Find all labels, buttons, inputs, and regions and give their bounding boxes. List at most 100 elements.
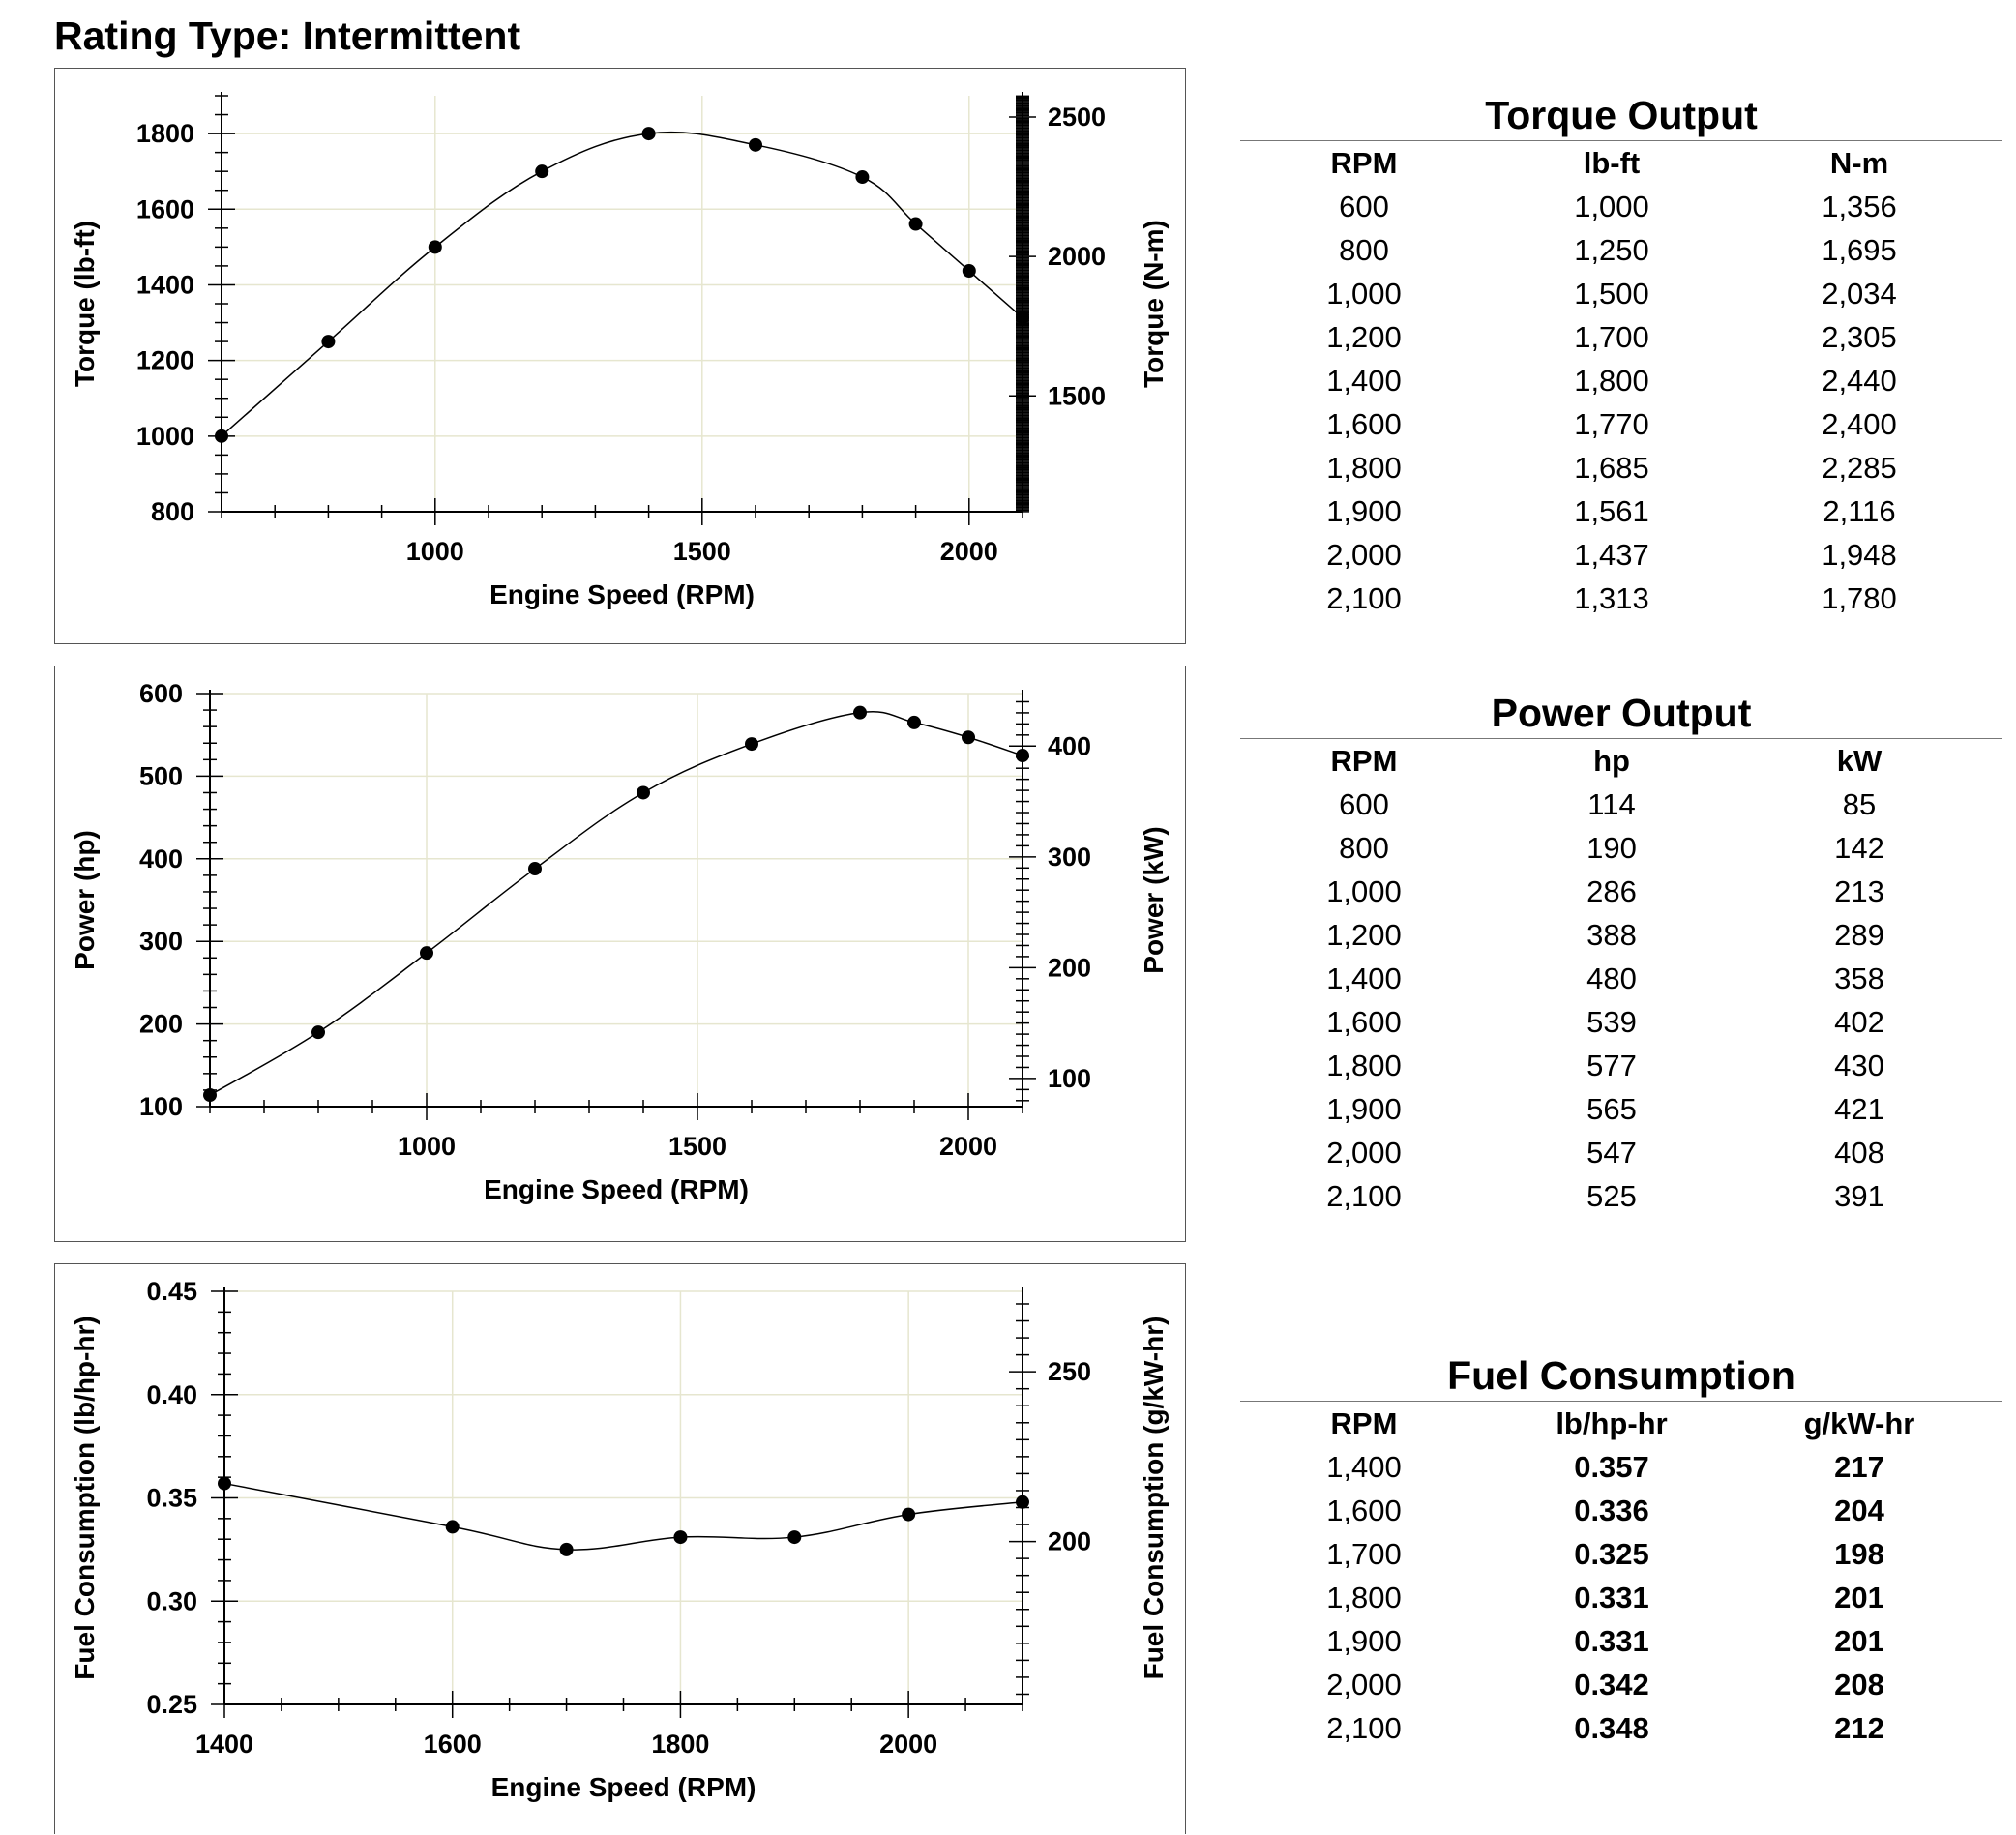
table-cell: 358 — [1834, 961, 1884, 995]
page-title: Rating Type: Intermittent — [54, 14, 521, 58]
table-cell: 212 — [1834, 1710, 1884, 1745]
table-header-cell: N-m — [1829, 145, 1889, 180]
y-axis-title: Fuel Consumption (lb/hp-hr) — [70, 1316, 100, 1679]
table-cell: 2,000 — [1326, 1667, 1402, 1702]
table-cell: 1,900 — [1326, 1091, 1402, 1126]
table-cell: 1,800 — [1326, 450, 1402, 485]
y-tick-label: 500 — [139, 761, 183, 790]
data-point — [855, 170, 870, 185]
y-tick-label: 1400 — [136, 270, 194, 299]
x-tick-label: 1000 — [406, 537, 464, 566]
table-cell: 1,800 — [1574, 363, 1649, 398]
data-point — [445, 1520, 460, 1534]
table-cell: 1,313 — [1574, 580, 1649, 615]
y-axis-title: Power (hp) — [70, 830, 100, 970]
table-row: 1,200 388 289 — [1240, 913, 2002, 957]
table-row: 2,000 547 408 — [1240, 1131, 2002, 1174]
table-cell: 600 — [1339, 189, 1389, 223]
table-header-cell: hp — [1593, 743, 1630, 778]
table-cell: 1,685 — [1574, 450, 1649, 485]
data-point — [1016, 1495, 1029, 1509]
table-cell: 2,285 — [1822, 450, 1897, 485]
table-cell: 0.357 — [1574, 1449, 1649, 1484]
power-table: Power Output RPM hp kW 600 114 85 800 190 142… — [1240, 690, 2002, 1218]
fuel-chart: 0.25 0.30 0.35 0.40 0.45 200 250 1400 1600 1800 20… — [70, 1277, 1169, 1802]
table-title: Fuel Consumption — [1240, 1352, 2002, 1402]
table-cell: 114 — [1587, 786, 1636, 821]
y2-tick-label: 200 — [1048, 1527, 1091, 1556]
torque-table: Torque Output RPM lb-ft N-m 600 1,000 1,35… — [1240, 92, 2002, 620]
table-cell: 600 — [1339, 786, 1389, 821]
table-row: 1,400 1,800 2,440 — [1240, 359, 2002, 402]
x-tick-label: 2000 — [940, 537, 998, 566]
y2-tick-label: 100 — [1048, 1064, 1091, 1093]
data-point — [321, 335, 336, 349]
y-tick-label: 0.40 — [146, 1380, 197, 1409]
data-point — [962, 730, 975, 745]
y-tick-label: 1800 — [136, 119, 194, 148]
power-chart: 100 200 300 400 500 600 100 200 300 400 1000 1500 20… — [70, 679, 1169, 1204]
table-cell: 1,400 — [1326, 961, 1402, 995]
x-tick-label: 1400 — [195, 1730, 253, 1759]
table-cell: 2,116 — [1823, 493, 1896, 528]
y2-tick-label: 2000 — [1048, 242, 1106, 271]
y2-tick-label: 250 — [1048, 1357, 1091, 1386]
table-row: 600 1,000 1,356 — [1240, 185, 2002, 228]
table-cell: 2,440 — [1822, 363, 1897, 398]
table-cell: 142 — [1834, 830, 1884, 865]
table-cell: 2,400 — [1822, 406, 1897, 441]
y2-axis-title: Power (kW) — [1139, 826, 1169, 973]
table-cell: 1,200 — [1326, 917, 1402, 952]
y2-tick-label: 2500 — [1048, 103, 1106, 132]
x-tick-label: 1000 — [398, 1132, 456, 1161]
table-row: 2,100 1,313 1,780 — [1240, 577, 2002, 620]
y-tick-label: 0.45 — [146, 1277, 197, 1306]
table-cell: 1,770 — [1574, 406, 1649, 441]
table-header-cell: RPM — [1330, 145, 1398, 180]
data-point — [787, 1530, 802, 1545]
x-tick-label: 1800 — [651, 1730, 709, 1759]
table-cell: 2,034 — [1822, 276, 1897, 311]
y-tick-label: 100 — [139, 1092, 183, 1121]
y2-axis-title: Fuel Consumption (g/kW-hr) — [1139, 1317, 1169, 1680]
x-tick-label: 1500 — [673, 537, 731, 566]
table-cell: 547 — [1586, 1135, 1637, 1169]
data-point — [908, 217, 923, 231]
table-cell: 1,695 — [1822, 232, 1897, 267]
y-tick-label: 1200 — [136, 346, 194, 375]
table-cell: 85 — [1842, 786, 1877, 821]
table-cell: 800 — [1339, 232, 1389, 267]
x-tick-label: 2000 — [879, 1730, 937, 1759]
table-row: 2,100 0.348 212 — [1240, 1706, 2002, 1750]
table-cell: 2,100 — [1326, 580, 1402, 615]
table-cell: 208 — [1834, 1667, 1884, 1702]
data-point — [1016, 749, 1029, 763]
table-cell: 213 — [1834, 873, 1884, 908]
table-title: Torque Output — [1240, 92, 2002, 141]
table-cell: 1,600 — [1326, 1004, 1402, 1039]
power-chart-panel: 100 200 300 400 500 600 100 200 300 400 1000 1500 20… — [54, 666, 1186, 1242]
table-cell: 391 — [1834, 1178, 1884, 1213]
table-cell: 289 — [1834, 917, 1884, 952]
torque-chart-panel: 800 1000 1200 1400 1600 1800 1500 2000 2500 1000 1… — [54, 68, 1186, 644]
y2-tick-label: 200 — [1048, 953, 1091, 982]
table-cell: 1,356 — [1822, 189, 1897, 223]
table-cell: 525 — [1586, 1178, 1637, 1213]
table-cell: 1,800 — [1326, 1580, 1402, 1614]
table-cell: 1,900 — [1326, 493, 1402, 528]
table-row: 2,100 525 391 — [1240, 1174, 2002, 1218]
y-axis-title: Torque (lb-ft) — [70, 221, 100, 387]
x-axis-title: Engine Speed (RPM) — [491, 1772, 756, 1802]
y-tick-label: 1000 — [136, 422, 194, 451]
table-row: 1,400 480 358 — [1240, 957, 2002, 1000]
data-point — [745, 737, 758, 752]
table-cell: 1,400 — [1326, 1449, 1402, 1484]
table-cell: 1,437 — [1574, 537, 1649, 572]
table-cell: 421 — [1834, 1091, 1884, 1126]
y-tick-label: 0.25 — [146, 1690, 197, 1719]
table-cell: 1,948 — [1822, 537, 1897, 572]
table-cell: 1,000 — [1326, 873, 1402, 908]
data-point — [907, 715, 921, 729]
table-cell: 0.331 — [1574, 1623, 1649, 1658]
table-cell: 1,900 — [1326, 1623, 1402, 1658]
